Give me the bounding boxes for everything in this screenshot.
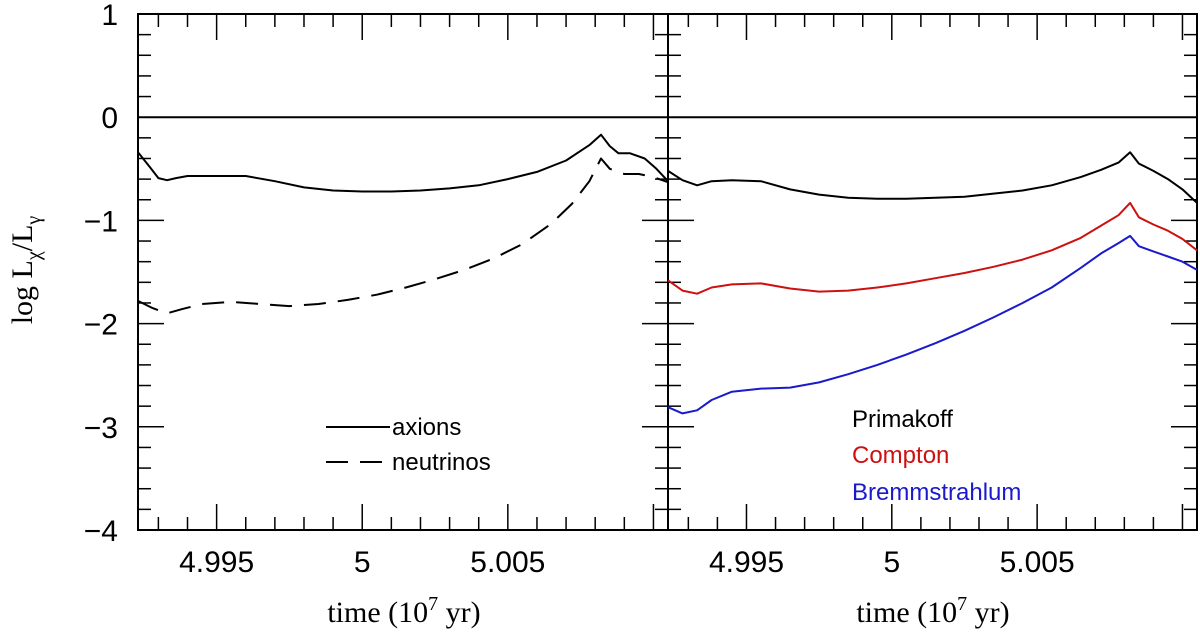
series-axions-line <box>137 133 669 193</box>
y-tick-label: −2 <box>84 309 118 342</box>
y-tick-label: 0 <box>101 102 118 135</box>
right-x-tick-label: 5 <box>883 546 900 579</box>
legend-right: Primakoff Compton Bremmstrahlum <box>852 406 1021 506</box>
y-tick-label: −1 <box>84 205 118 238</box>
legend-primakoff-label: Primakoff <box>852 406 953 433</box>
x-axis-title-left: time (107 yr) <box>327 593 480 629</box>
legend-left: axions neutrinos <box>326 414 491 476</box>
y-tick-label: −3 <box>84 412 118 445</box>
series-compton-line <box>667 201 1198 295</box>
legend-compton-label: Compton <box>852 442 949 469</box>
svg-text:log Lχ/Lγ: log Lχ/Lγ <box>6 216 45 325</box>
right-panel: 4.995 5 5.005 <box>667 13 1198 579</box>
left-x-tick-label: 4.995 <box>179 546 254 579</box>
y-axis-title: log Lχ/Lγ <box>6 216 45 325</box>
series-bremmstrahlum-line <box>667 234 1198 415</box>
y-tick-label: 1 <box>101 0 118 32</box>
legend-bremmstrahlum-label: Bremmstrahlum <box>852 479 1021 506</box>
legend-neutrinos-label: neutrinos <box>392 449 491 476</box>
x-axis-title-right: time (107 yr) <box>856 593 1009 629</box>
y-tick-label: −4 <box>84 515 118 548</box>
left-panel: 4.995 5 5.005 <box>137 13 669 579</box>
right-x-tick-label: 4.995 <box>709 546 784 579</box>
right-x-tick-label: 5.005 <box>1000 546 1075 579</box>
right-plot-frame <box>667 13 1198 531</box>
left-x-tick-label: 5.005 <box>470 546 545 579</box>
legend-axions-label: axions <box>392 414 461 441</box>
y-tick-labels: 1 0 −1 −2 −3 −4 <box>84 0 118 548</box>
series-primakoff-line <box>667 151 1198 204</box>
left-x-tick-label: 5 <box>354 546 371 579</box>
series-neutrinos-line <box>137 157 669 315</box>
